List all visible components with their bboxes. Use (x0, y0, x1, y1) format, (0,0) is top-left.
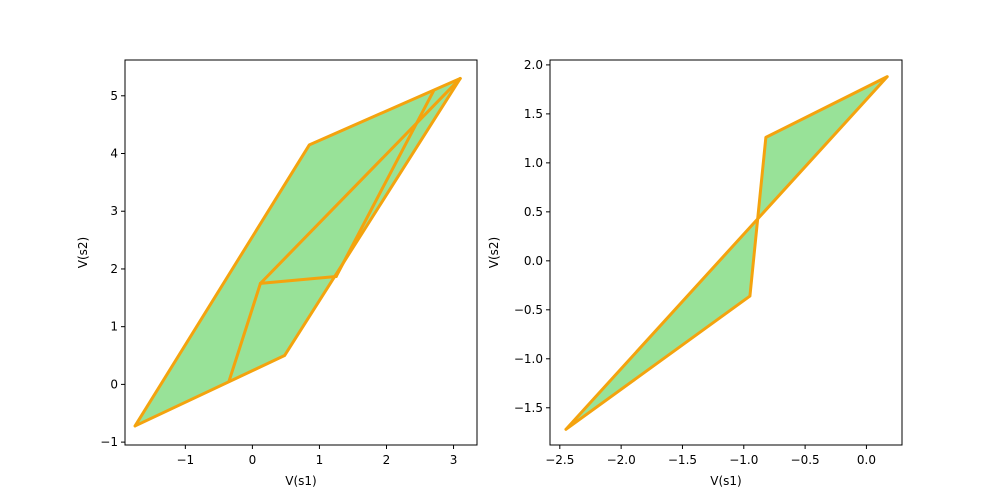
internal-edge-2 (227, 281, 262, 384)
y-tick-label: 1.5 (524, 107, 543, 121)
y-tick-label: 0.0 (524, 254, 543, 268)
filled-region (135, 78, 461, 426)
left-chart: −1 0 1 2 3 −1 0 1 2 3 4 5 V(s1) V(s2) (76, 59, 478, 488)
x-axis-title: V(s1) (710, 474, 741, 488)
y-tick-label: 2 (110, 262, 118, 276)
y-tick-label: 0.5 (524, 205, 543, 219)
y-tick-label: −1.0 (514, 352, 543, 366)
y-axis-title: V(s2) (487, 237, 501, 268)
internal-edge-1 (258, 274, 338, 285)
y-tick-label: −1.5 (514, 401, 543, 415)
y-tick-label: 0 (110, 377, 118, 391)
y-tick-label: 1.0 (524, 156, 543, 170)
x-tick-label: −1.5 (668, 453, 697, 467)
x-tick-label: −0.5 (791, 453, 820, 467)
y-tick-label: −1 (100, 435, 118, 449)
x-tick-label: 3 (450, 453, 458, 467)
x-tick-label: 0.0 (857, 453, 876, 467)
axes-frame (549, 59, 903, 446)
internal-edge-3 (334, 89, 435, 278)
axes-frame (124, 59, 478, 446)
y-tick-label: 2.0 (524, 58, 543, 72)
x-tick-label: −2.5 (545, 453, 574, 467)
x-axis-title: V(s1) (285, 474, 316, 488)
internal-edge-0 (258, 76, 462, 285)
outline-edge (133, 76, 462, 428)
right-chart: −2.5 −2.0 −1.5 −1.0 −0.5 0.0 −1.5 −1.0 −0.5 0.0 0.… (487, 58, 903, 488)
y-tick-label: −0.5 (514, 303, 543, 317)
x-tick-label: −1.0 (729, 453, 758, 467)
x-tick-label: 2 (383, 453, 391, 467)
y-tick-label: 5 (110, 89, 118, 103)
x-tick-label: 0 (249, 453, 257, 467)
y-axis-title: V(s2) (76, 237, 90, 268)
y-tick-label: 1 (110, 320, 118, 334)
x-tick-label: −2.0 (607, 453, 636, 467)
x-tick-label: −1 (176, 453, 194, 467)
y-tick-label: 4 (110, 147, 118, 161)
y-tick-label: 3 (110, 204, 118, 218)
x-tick-label: 1 (316, 453, 324, 467)
outline-edge (564, 75, 889, 431)
